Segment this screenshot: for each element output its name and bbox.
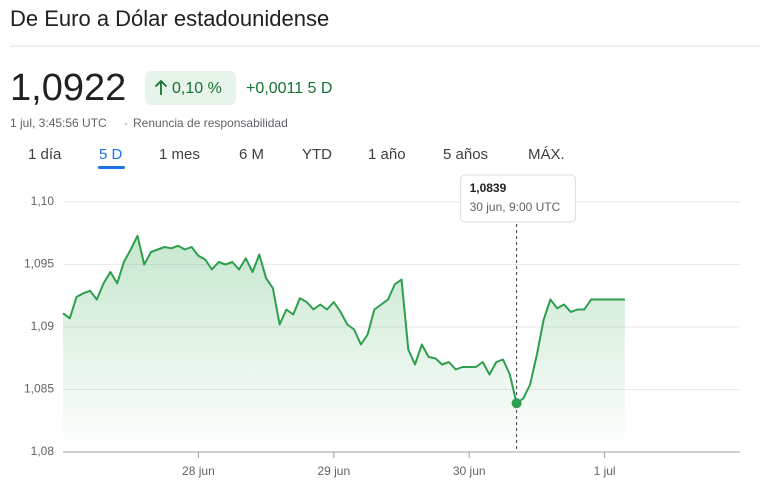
- y-tick-label: 1,09: [31, 319, 55, 333]
- tooltip-value: 1,0839: [470, 181, 507, 195]
- y-tick-label: 1,085: [24, 382, 54, 396]
- x-tick-label: 28 jun: [182, 464, 215, 478]
- disclaimer[interactable]: Renuncia de responsabilidad: [133, 116, 288, 130]
- tab[interactable]: YTD: [302, 146, 332, 163]
- x-tick-label: 29 jun: [317, 464, 350, 478]
- price: 1,0922: [10, 67, 126, 109]
- x-tick-label: 30 jun: [453, 464, 486, 478]
- title: De Euro a Dólar estadounidense: [10, 6, 329, 31]
- change-pill: [145, 71, 236, 105]
- tab[interactable]: MÁX.: [528, 146, 565, 163]
- timestamp: 1 jul, 3:45:56 UTC: [10, 116, 107, 130]
- y-tick-label: 1,095: [24, 257, 54, 271]
- tab-underline: [98, 166, 125, 169]
- up-arrow: [154, 79, 168, 95]
- tooltip-box: [460, 174, 577, 223]
- plot: 1,08 1,085 1,09 1,095 1,10 28 jun 29 jun 30 jun…: [24, 174, 740, 478]
- change-abs: +0,0011 5 D: [246, 80, 332, 97]
- tab[interactable]: 5 años: [443, 146, 488, 163]
- tab[interactable]: 6 M: [239, 146, 264, 163]
- x-tick-label: 1 jul: [594, 464, 616, 478]
- dot-separator: ·: [124, 116, 128, 130]
- tab[interactable]: 5 D: [99, 146, 123, 163]
- area-fill: [63, 235, 625, 452]
- y-tick-label: 1,10: [31, 194, 55, 208]
- tab[interactable]: 1 día: [28, 146, 62, 163]
- change-percent: 0,10 %: [172, 80, 222, 97]
- tab[interactable]: 1 año: [368, 146, 406, 163]
- tab[interactable]: 1 mes: [159, 146, 200, 163]
- y-tick-label: 1,08: [31, 444, 55, 458]
- tabs: 1 día 5 D 1 mes 6 M YTD 1 año 5 años MÁX.: [28, 146, 565, 169]
- price-line: [62, 234, 625, 405]
- hover-dot: [511, 398, 522, 409]
- tooltip-time: 30 jun, 9:00 UTC: [470, 200, 561, 214]
